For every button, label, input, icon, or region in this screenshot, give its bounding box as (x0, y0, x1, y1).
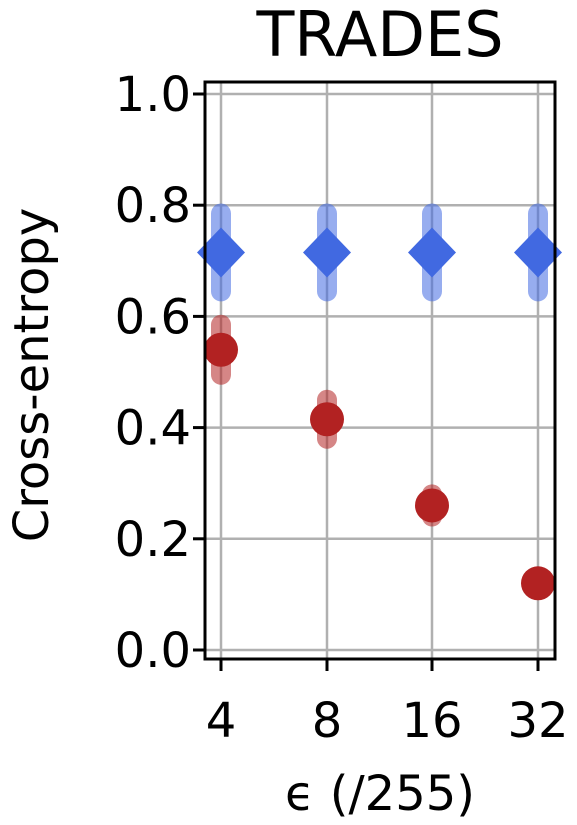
y-tick-label: 0.4 (115, 401, 191, 457)
y-tick-label: 0.0 (115, 623, 191, 679)
x-tick-label: 32 (507, 693, 568, 749)
error-bars (211, 203, 548, 527)
grid (205, 82, 555, 659)
y-tick-label: 0.2 (115, 512, 191, 568)
circle-marker (521, 566, 555, 601)
data-markers (197, 227, 562, 601)
y-axis-label: Cross-entropy (4, 208, 60, 543)
diamond-marker (514, 227, 562, 278)
chart-title: TRADES (255, 0, 503, 71)
circle-marker (415, 488, 449, 523)
diamond-marker (197, 227, 245, 278)
diamond-marker (303, 227, 351, 278)
ticks: 4 8 16 32 0.0 0.2 0.4 0.6 0.8 1.0 (115, 67, 569, 749)
circle-marker (310, 402, 344, 437)
plot-frame (203, 80, 557, 661)
diamond-marker (408, 227, 456, 278)
y-tick-label: 0.6 (115, 289, 191, 345)
y-tick-label: 1.0 (115, 67, 191, 123)
y-tick-label: 0.8 (115, 178, 191, 234)
x-tick-label: 4 (206, 693, 237, 749)
x-tick-label: 16 (401, 693, 462, 749)
x-tick-label: 8 (312, 693, 343, 749)
circle-marker (204, 332, 238, 367)
x-axis-label: ϵ (/255) (285, 766, 475, 822)
